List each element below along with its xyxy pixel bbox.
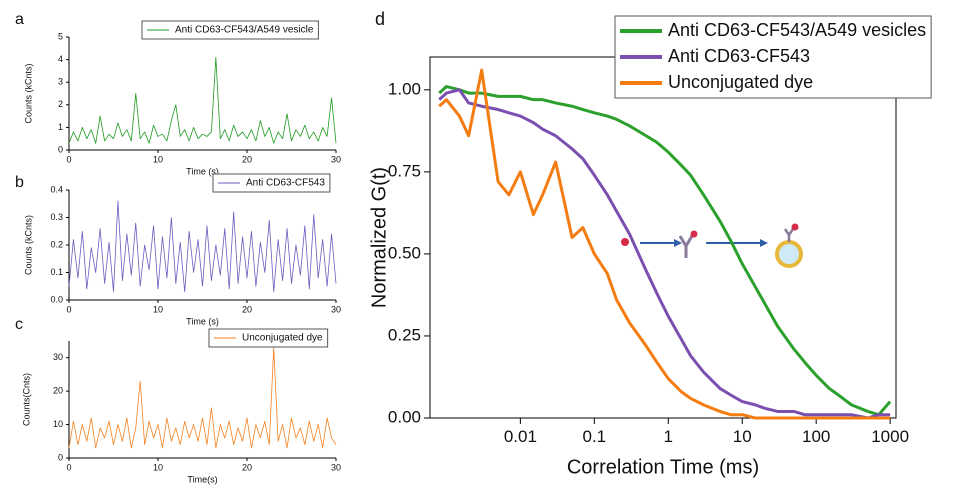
schematic	[621, 223, 803, 268]
y-tick-label: 1	[58, 122, 63, 132]
x-tick-label: 10	[153, 305, 163, 315]
x-tick-label: 20	[242, 305, 252, 315]
panel-label: b	[15, 174, 24, 191]
x-axis-label: Time (s)	[186, 316, 219, 326]
x-tick-label: 100	[802, 427, 830, 446]
y-tick-label: 0.3	[50, 212, 63, 222]
x-axis-label: Time (s)	[186, 166, 219, 176]
series-line	[68, 200, 337, 293]
y-axis-label: Counts(Cnts)	[21, 373, 31, 426]
series-line	[438, 68, 891, 420]
legend-box	[212, 173, 331, 193]
x-tick-label: 30	[331, 305, 341, 315]
legend: Anti CD63-CF543/A549 vesicle	[141, 20, 319, 40]
series-line	[438, 85, 892, 417]
arrow-head	[760, 239, 768, 247]
panel: d 0.00 0.25 0.50 0.75 1.00 0.01 0.1 1 10 100 1000 Co…	[368, 9, 932, 478]
x-tick-label: 0	[66, 155, 71, 165]
x-tick-label: 10	[733, 427, 752, 446]
legend-box	[141, 20, 319, 40]
legend-label: Anti CD63-CF543/A549 vesicles	[668, 20, 926, 40]
y-axis-label: Counts (kCnts)	[23, 215, 33, 275]
x-tick-label: 0	[66, 305, 71, 315]
arrow-head	[674, 239, 682, 247]
y-tick-label: 5	[58, 31, 63, 41]
antibody-icon	[783, 228, 795, 242]
dye-icon	[621, 238, 629, 246]
legend: Unconjugated dye	[208, 328, 329, 348]
x-tick-label: 1	[664, 427, 673, 446]
x-tick-label: 20	[242, 155, 252, 165]
y-tick-label: 3	[58, 77, 63, 87]
dye-icon	[791, 223, 799, 231]
x-tick-label: 0	[66, 463, 71, 473]
y-tick-label: 2	[58, 99, 63, 109]
y-tick-label: 0.50	[388, 243, 421, 262]
x-tick-label: 10	[153, 155, 163, 165]
y-axis-label: Counts (kCnts)	[23, 63, 33, 123]
x-axis-label: Time(s)	[187, 474, 217, 484]
y-tick-label: 0.4	[50, 184, 63, 194]
panel: b 0.0 0.1 0.2 0.3 0.4 0 10 20 30 Time (s) Counts (k…	[15, 173, 341, 326]
legend-label: Unconjugated dye	[242, 333, 323, 344]
panel: c 0 10 20 30 0 10 20 30 Time(s) Counts(Cnts) Unconj…	[15, 316, 341, 484]
legend-label: Anti CD63-CF543/A549 vesicle	[175, 25, 314, 36]
panel-label: c	[15, 316, 23, 333]
y-tick-label: 0	[58, 144, 63, 154]
y-tick-label: 1.00	[388, 79, 421, 98]
x-axis-label: Correlation Time (ms)	[567, 456, 759, 478]
y-axis-label: Normalized G(t)	[368, 167, 390, 308]
series-line	[68, 347, 337, 449]
y-tick-label: 10	[53, 419, 63, 429]
series-line	[68, 56, 337, 144]
panel-label: a	[15, 11, 24, 28]
antibody-icon	[678, 235, 694, 258]
legend-box	[614, 15, 932, 99]
x-tick-label: 10	[153, 463, 163, 473]
x-tick-label: 0.1	[582, 427, 606, 446]
legend: Anti CD63-CF543	[212, 173, 331, 193]
y-tick-label: 0.1	[50, 267, 63, 277]
vesicle-icon	[775, 240, 803, 268]
y-tick-label: 20	[53, 386, 63, 396]
y-tick-label: 0	[58, 452, 63, 462]
x-tick-label: 20	[242, 463, 252, 473]
legend-label: Anti CD63-CF543	[668, 46, 810, 66]
dye-icon	[690, 230, 698, 238]
panel-label: d	[375, 9, 385, 29]
x-tick-label: 1000	[871, 427, 909, 446]
legend: Anti CD63-CF543/A549 vesicles Anti CD63-C…	[614, 15, 932, 99]
legend-box	[208, 328, 329, 348]
x-tick-label: 0.01	[504, 427, 537, 446]
series-line	[438, 88, 891, 420]
y-tick-label: 0.00	[388, 407, 421, 426]
y-tick-label: 4	[58, 54, 63, 64]
x-tick-label: 30	[331, 463, 341, 473]
x-tick-label: 30	[331, 155, 341, 165]
legend-label: Anti CD63-CF543	[246, 178, 325, 189]
y-tick-label: 0.25	[388, 325, 421, 344]
legend-label: Unconjugated dye	[668, 72, 813, 92]
y-tick-label: 0.75	[388, 161, 421, 180]
y-tick-label: 0.2	[50, 239, 63, 249]
y-tick-label: 30	[53, 352, 63, 362]
y-tick-label: 0.0	[50, 294, 63, 304]
panel: a 0 1 2 3 4 5 0 10 20 30 Time (s) Counts (kCnts) Anti…	[15, 11, 341, 176]
